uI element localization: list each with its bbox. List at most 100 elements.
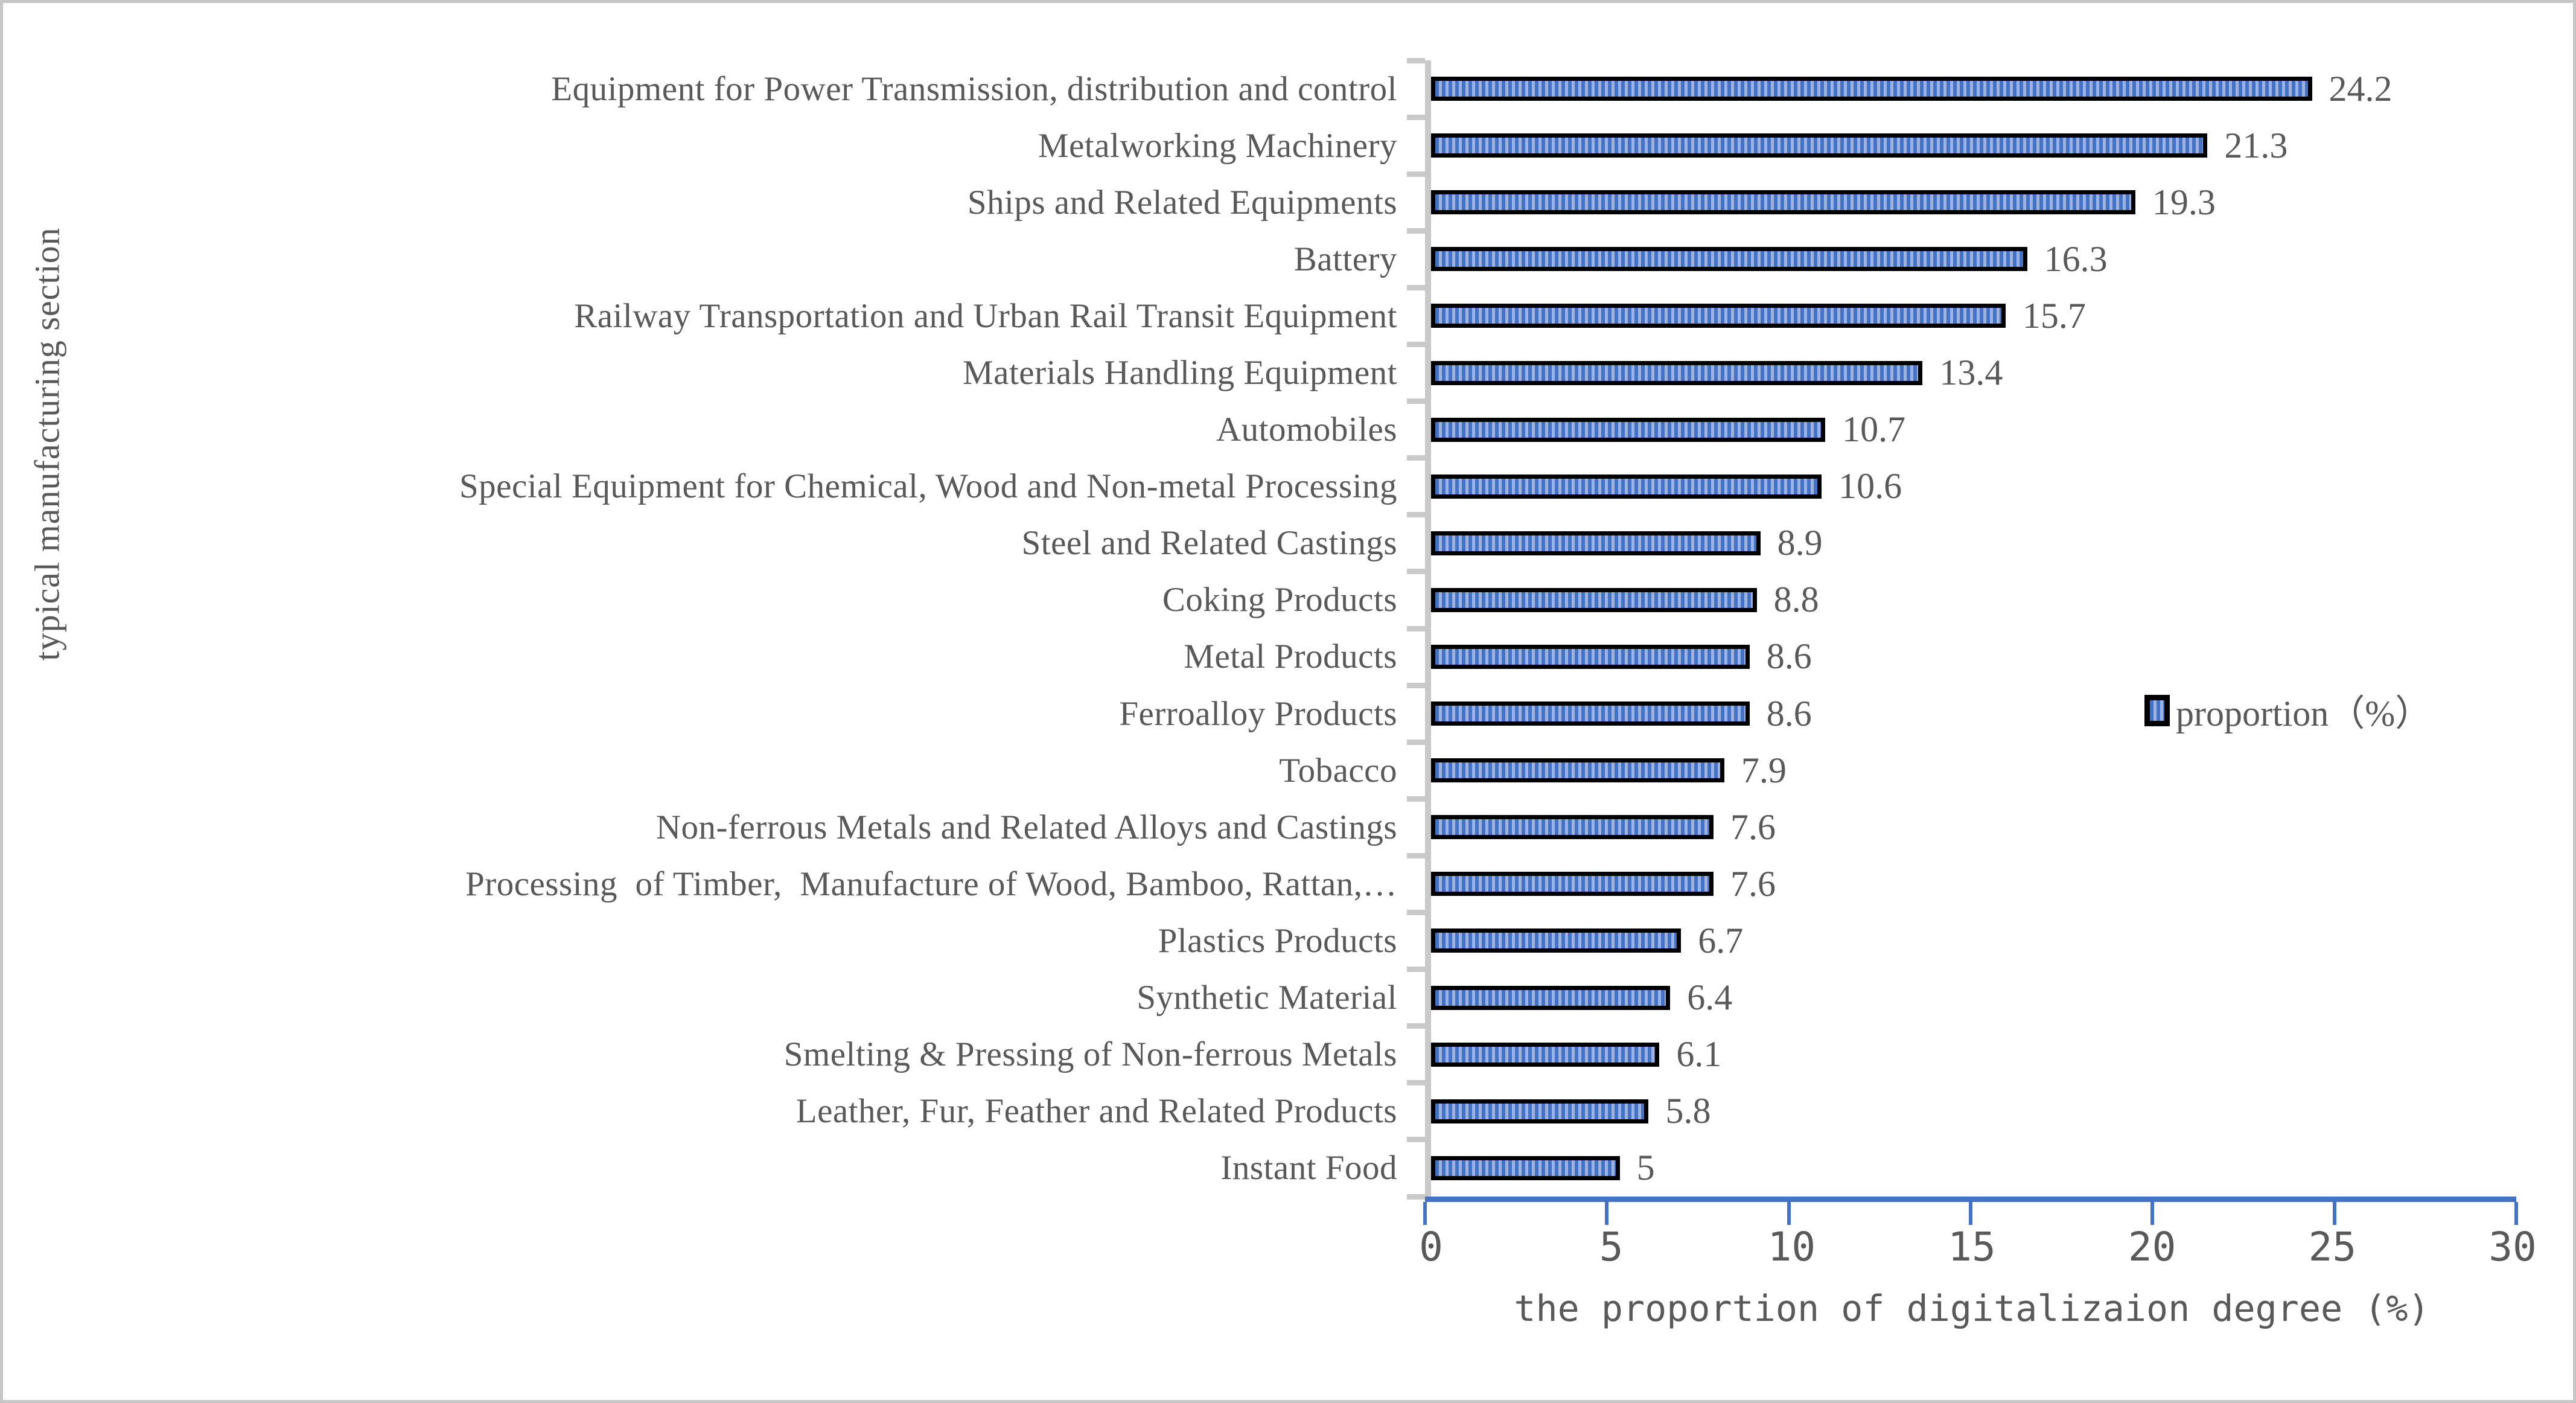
category-label: Plastics Products [1158,921,1397,960]
category-label: Materials Handling Equipment [962,354,1397,392]
category-label: Metal Products [1184,638,1397,676]
category-label: Coking Products [1162,581,1397,619]
bar-row: 24.2 [1431,60,2513,117]
legend: proportion（%） [2144,684,2431,737]
y-axis-tick [1407,342,1425,347]
y-axis-tick [1407,1080,1425,1086]
bar [1431,758,1724,783]
bar [1431,872,1714,896]
y-axis-line [1425,60,1431,1201]
bar-row: 19.3 [1431,174,2513,231]
y-axis-tick [1407,512,1425,518]
legend-marker-icon [2144,694,2170,726]
bar-row: 7.6 [1431,799,2513,855]
bar-row: 5 [1431,1140,2513,1197]
bar-row: 16.3 [1431,231,2513,287]
bar [1431,417,1826,442]
x-axis-tick-label: 5 [1599,1224,1624,1270]
category-label: Ferroalloy Products [1119,694,1397,733]
y-axis-tick [1407,455,1425,461]
x-axis-tick [2150,1202,2155,1225]
x-axis-tick-label: 15 [1948,1224,1996,1270]
x-axis-tick [2332,1202,2336,1225]
x-axis-tick-label: 0 [1419,1224,1443,1270]
bar-row: 13.4 [1431,344,2513,401]
x-axis-tick [2514,1202,2518,1225]
y-axis-tick [1407,114,1425,120]
value-label: 8.9 [1777,523,1823,563]
value-label: 8.8 [1773,580,1819,620]
bar [1431,190,2135,215]
category-label: Synthetic Material [1137,979,1397,1017]
value-label: 7.9 [1741,750,1787,790]
bar [1431,985,1671,1010]
value-label: 24.2 [2329,68,2393,109]
category-label: Battery [1293,240,1397,278]
bar-row: 21.3 [1431,117,2513,174]
category-label: Smelting & Pressing of Non-ferrous Metal… [783,1035,1397,1074]
y-axis-tick [1407,625,1425,631]
bar [1431,815,1714,840]
bar [1431,587,1757,612]
bar [1431,360,1923,385]
legend-label: proportion（%） [2176,694,2432,733]
bar-row: 7.9 [1431,742,2513,799]
y-axis-tick [1407,796,1425,802]
bar [1431,531,1761,555]
bar [1431,928,1682,953]
x-axis-tick [1605,1202,1609,1225]
x-axis-tick [1787,1202,1791,1225]
bar [1431,77,2312,101]
value-label: 5.8 [1665,1091,1711,1131]
value-label: 10.7 [1842,409,1906,450]
x-axis-tick [1423,1202,1427,1225]
bar-row: 5.8 [1431,1083,2513,1140]
value-label: 16.3 [2044,238,2108,279]
x-axis-title: the proportion of digitalizaion degree (… [1514,1288,2430,1330]
y-axis-tick [1407,1137,1425,1143]
y-axis-title-text: typical manufacturing section [27,226,67,661]
y-axis-tick [1407,967,1425,973]
value-label: 6.7 [1698,920,1744,960]
bar [1431,304,2006,328]
x-axis-tick [1969,1202,1972,1225]
bar-row: 8.6 [1431,685,2513,742]
bar-row: 6.1 [1431,1026,2513,1083]
value-label: 6.1 [1676,1034,1722,1075]
category-label: Equipment for Power Transmission, distri… [551,69,1397,108]
bars-container: 24.2 21.3 19.3 16.3 15.7 13.4 10.7 10.6 8.9 8.8 8.… [1431,60,2513,1197]
value-label: 6.4 [1687,977,1733,1018]
y-axis-tick [1407,910,1425,915]
value-label: 21.3 [2224,125,2288,165]
bar-row: 8.8 [1431,572,2513,628]
y-axis-tick [1407,57,1425,63]
bar-row: 8.9 [1431,515,2513,572]
value-label: 15.7 [2022,295,2086,336]
category-label: Leather, Fur, Feather and Related Produc… [795,1092,1397,1131]
bar-row: 15.7 [1431,287,2513,344]
category-label: Special Equipment for Chemical, Wood and… [459,467,1397,506]
x-axis-tick-labels: 0 5 10 15 20 25 30 [1419,1224,2537,1278]
bar [1431,702,1750,726]
value-label: 8.6 [1766,636,1812,677]
value-label: 8.6 [1766,693,1812,733]
bar [1431,474,1822,499]
y-axis-title: typical manufacturing section [20,202,74,685]
y-axis-tick [1407,1194,1425,1200]
y-axis-tick [1407,284,1425,290]
y-axis-tick [1407,228,1425,234]
y-axis-tick [1407,398,1425,404]
bar-row: 6.4 [1431,970,2513,1026]
plot-area: 24.2 21.3 19.3 16.3 15.7 13.4 10.7 10.6 8.9 8.8 8.… [1407,57,2513,1200]
y-axis-tick [1407,682,1425,688]
value-label: 7.6 [1730,863,1776,904]
bar-row: 6.7 [1431,912,2513,969]
y-axis-tick [1407,171,1425,177]
category-label: Processing of Timber, Manufacture of Woo… [465,864,1397,903]
value-label: 13.4 [1939,353,2003,393]
value-label: 7.6 [1730,807,1776,847]
bar-row: 10.7 [1431,401,2513,458]
category-label: Steel and Related Castings [1021,524,1397,563]
category-label: Non-ferrous Metals and Related Alloys an… [655,808,1397,846]
